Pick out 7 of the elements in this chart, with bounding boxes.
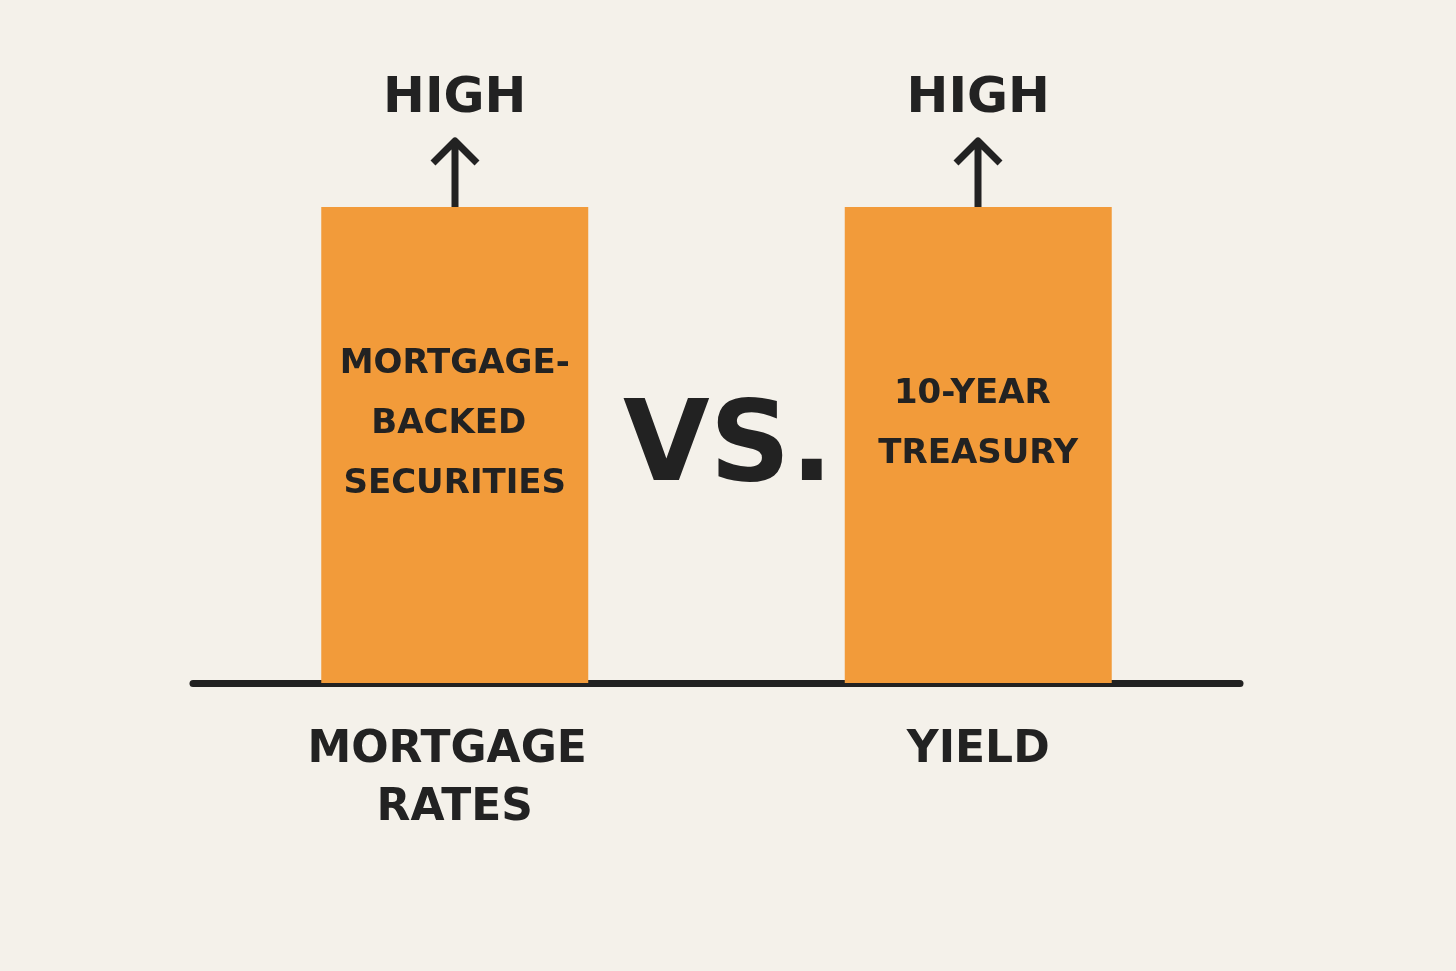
annotation: MORTGAGE-BACKED SECURITIES	[339, 341, 570, 502]
annotation: HIGH	[906, 66, 1050, 124]
annotation: VS.	[623, 376, 833, 506]
x-tick-label: MORTGAGE RATES	[307, 720, 603, 830]
x-tick-label: YIELD	[905, 720, 1050, 772]
annotation: HIGH	[383, 66, 527, 124]
annotation: 10-YEAR TREASURY	[878, 371, 1079, 472]
